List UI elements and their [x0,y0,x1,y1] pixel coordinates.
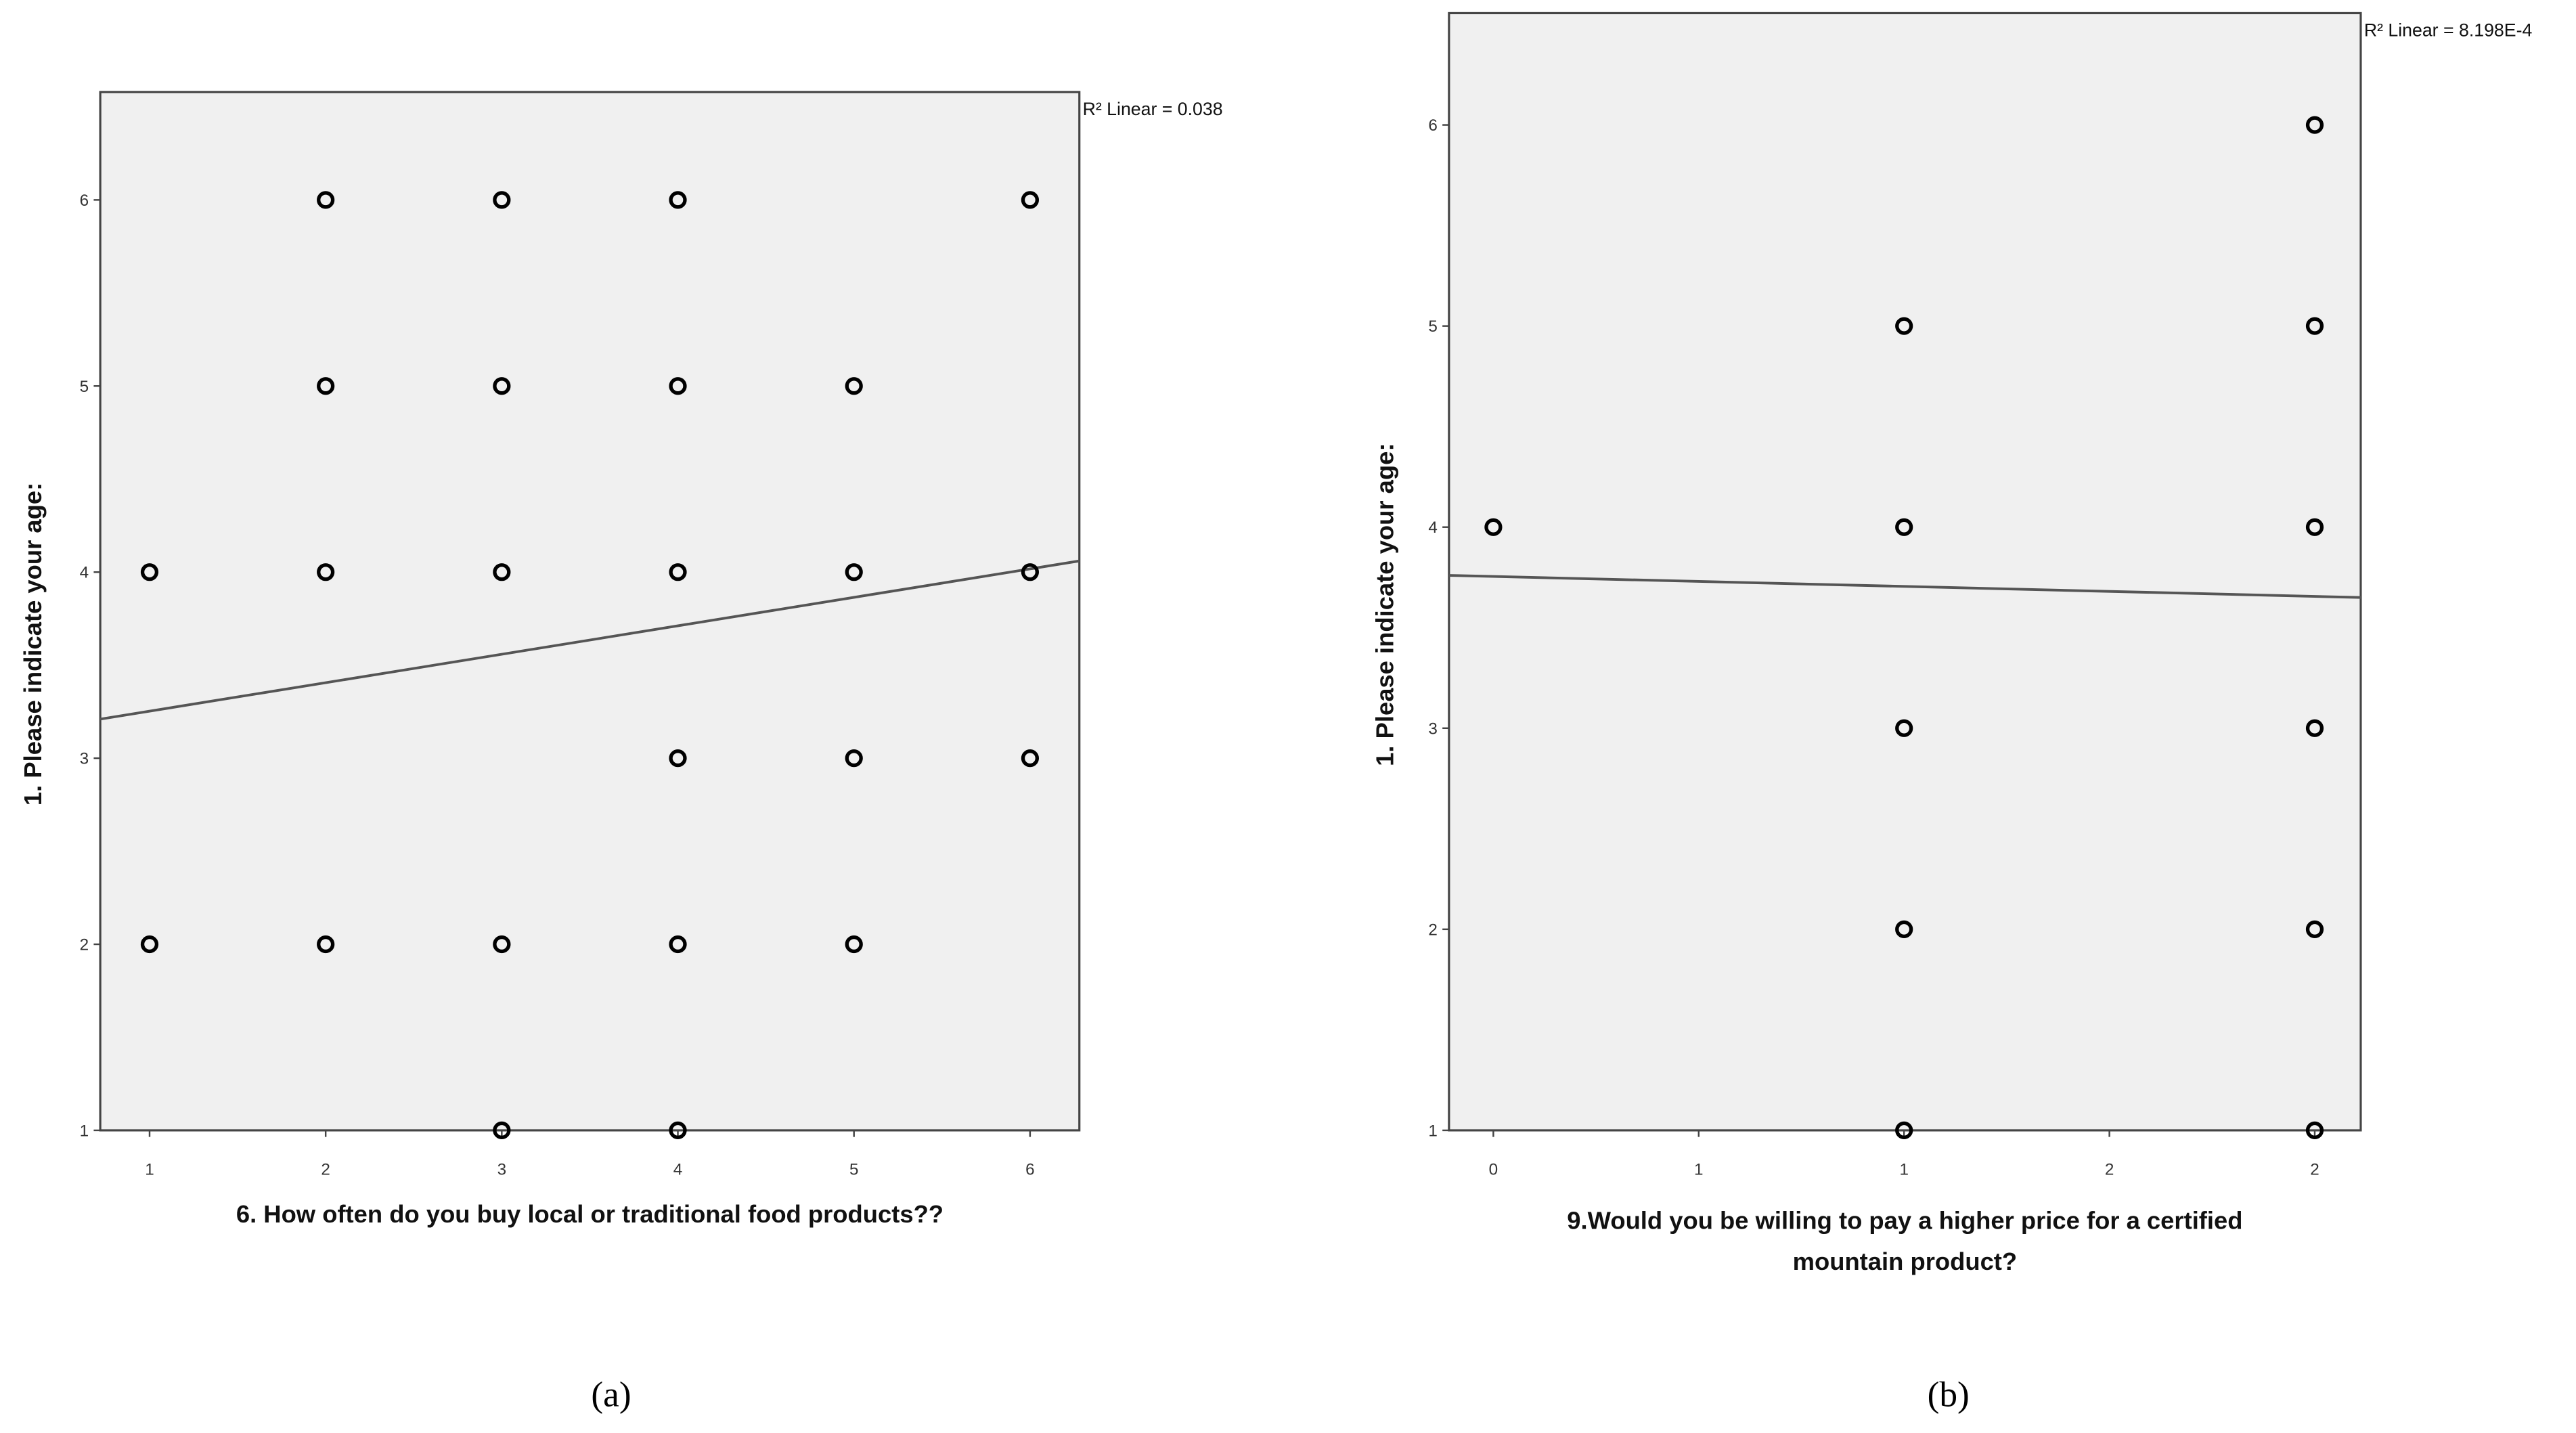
point [1021,749,1040,768]
point [493,1121,511,1140]
y-tick-label: 4 [80,564,89,582]
point [845,377,863,395]
point [1895,518,1913,536]
point [669,191,687,209]
point [493,935,511,954]
x-tick-label: 2 [2105,1160,2114,1178]
point [845,563,863,581]
point [669,563,687,581]
point [493,191,511,209]
y-tick-label: 1 [1428,1122,1438,1140]
point [669,377,687,395]
point [493,563,511,581]
caption: (a) [591,1374,631,1415]
annotation: R² Linear = 0.038 [1083,99,1223,119]
point [317,191,335,209]
fit-line [99,559,1080,721]
point [493,377,511,395]
y-axis-label: 1. Please indicate your age: [19,483,47,806]
point [1895,920,1913,938]
y-tick-label: 6 [80,192,89,210]
plot-area [1448,12,2362,1132]
x-tick-label: 0 [1489,1160,1498,1178]
point [1895,719,1913,737]
fit-line [1448,574,2361,599]
x-axis-label: 6. How often do you buy local or traditi… [236,1200,943,1228]
point [2305,920,2324,938]
point [1484,518,1503,536]
plot-area [99,91,1081,1132]
y-tick-label: 5 [1428,317,1438,336]
point [317,377,335,395]
point [2305,1121,2324,1140]
point [1021,563,1040,581]
y-tick-label: 6 [1428,116,1438,135]
x-tick-label: 1 [145,1160,154,1178]
point [845,935,863,954]
point [2305,719,2324,737]
y-tick-label: 5 [80,378,89,396]
point [669,935,687,954]
y-axis-label: 1. Please indicate your age: [1371,443,1398,766]
y-tick-label: 2 [80,935,89,954]
y-tick-label: 2 [1428,921,1438,939]
y-tick-label: 1 [80,1122,89,1140]
point [2305,116,2324,134]
point [140,935,159,954]
point [669,1121,687,1140]
point [140,563,159,581]
caption: (b) [1928,1374,1970,1415]
x-tick-label: 1 [1694,1160,1704,1178]
point [1021,191,1040,209]
x-tick-label: 2 [321,1160,330,1178]
point [669,749,687,768]
x-tick-label: 1 [1899,1160,1909,1178]
point [317,563,335,581]
y-tick-label: 3 [1428,720,1438,738]
y-tick-label: 3 [80,750,89,768]
x-axis-label: 9.Would you be willing to pay a higher p… [1567,1207,2242,1235]
x-tick-label: 5 [849,1160,859,1178]
point [1895,1121,1913,1140]
y-tick-label: 4 [1428,519,1438,537]
point [317,935,335,954]
point [2305,317,2324,335]
point [1895,317,1913,335]
x-tick-label: 4 [673,1160,683,1178]
x-tick-label: 2 [2310,1160,2319,1178]
point [2305,518,2324,536]
point [845,749,863,768]
x-axis-label: mountain product? [1793,1248,2018,1275]
x-tick-label: 3 [497,1160,507,1178]
annotation: R² Linear = 8.198E-4 [2364,20,2533,40]
x-tick-label: 6 [1025,1160,1035,1178]
